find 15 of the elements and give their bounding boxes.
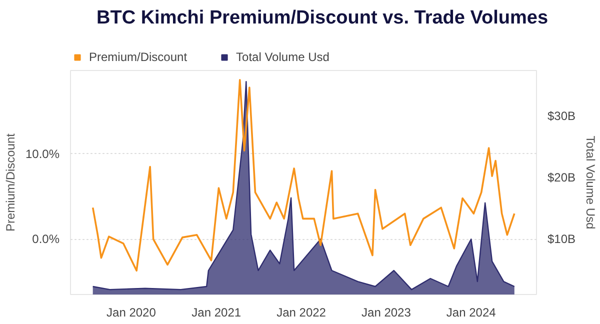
y2-tick-label: $10B — [548, 232, 576, 246]
x-tick-label: Jan 2024 — [446, 306, 496, 320]
y2-tick-label: $30B — [548, 109, 576, 124]
y-tick-label: 0.0% — [32, 232, 60, 246]
x-tick-label: Jan 2023 — [362, 306, 412, 320]
y-tick-label: 10.0% — [25, 146, 60, 161]
legend-label: Premium/Discount — [89, 50, 188, 64]
y2-axis-title: Total Volume Usd — [584, 136, 598, 230]
chart-title: BTC Kimchi Premium/Discount vs. Trade Volumes — [96, 8, 548, 28]
y-axis-title: Premium/Discount — [3, 132, 18, 232]
x-tick-label: Jan 2020 — [106, 306, 156, 320]
x-tick-label: Jan 2022 — [276, 306, 326, 320]
y2-tick-label: $20B — [548, 170, 576, 185]
legend-label: Total Volume Usd — [236, 50, 330, 64]
x-tick-label: Jan 2021 — [192, 306, 242, 320]
